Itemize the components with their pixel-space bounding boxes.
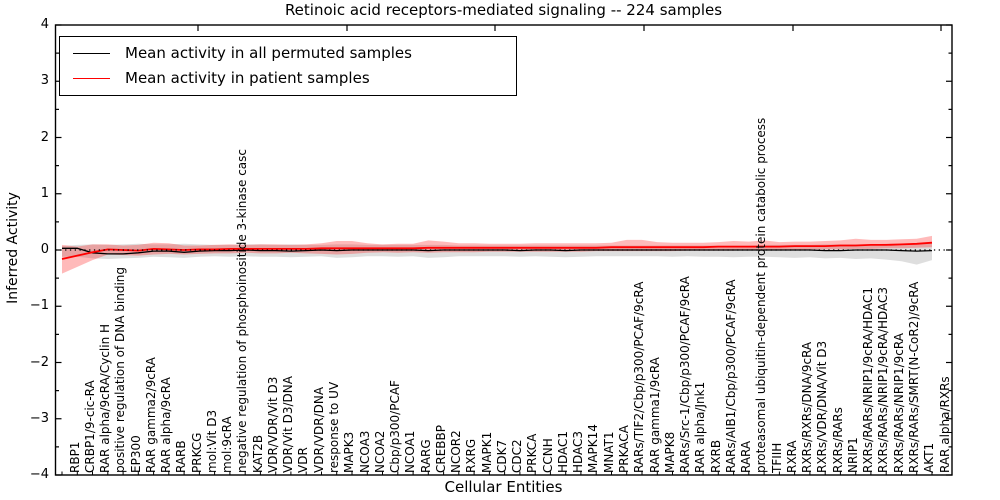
legend-label: Mean activity in all permuted samples: [125, 44, 412, 62]
legend-label: Mean activity in patient samples: [125, 69, 370, 87]
y-axis-label: Inferred Activity: [5, 192, 21, 304]
black-line-sample-icon: [73, 53, 110, 54]
x-axis-label: Cellular Entities: [444, 478, 563, 496]
chart-title: Retinoic acid receptors-mediated signali…: [284, 1, 723, 19]
red-line-sample-icon: [73, 78, 110, 79]
legend-entry-patient: Mean activity in patient samples: [60, 70, 516, 87]
legend-entry-permuted: Mean activity in all permuted samples: [60, 45, 516, 62]
legend: Mean activity in all permuted samples Me…: [59, 36, 517, 96]
